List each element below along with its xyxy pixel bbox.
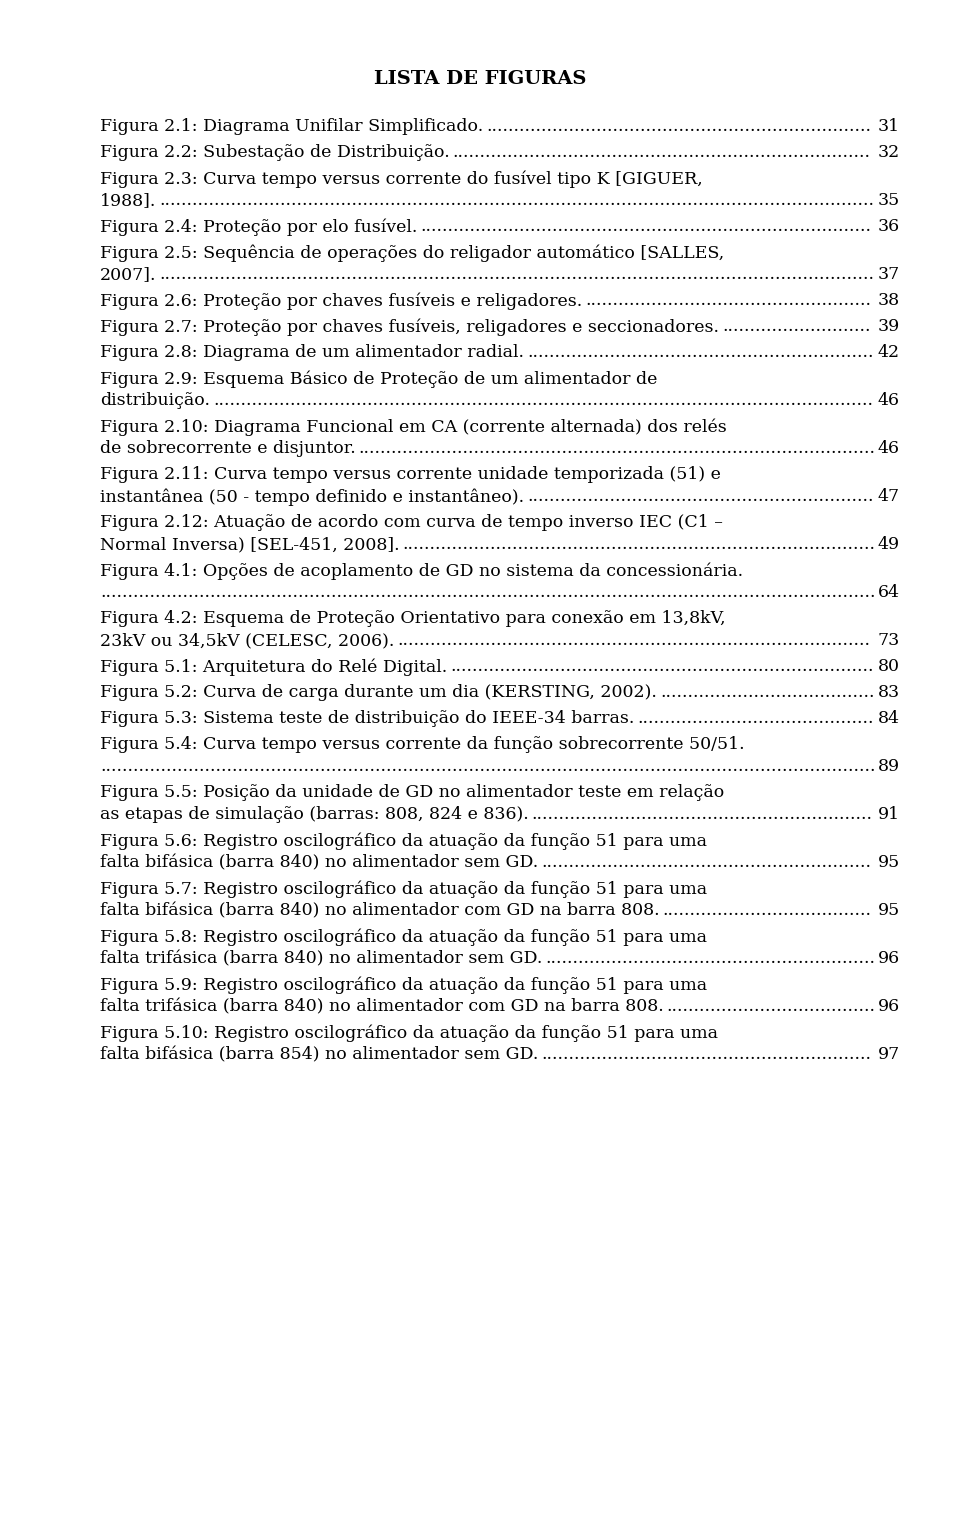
Text: ...........................................: ........................................… bbox=[637, 711, 874, 728]
Text: Figura 5.10: Registro oscilográfico da atuação da função 51 para uma: Figura 5.10: Registro oscilográfico da a… bbox=[100, 1025, 718, 1042]
Text: ......................................................................: ........................................… bbox=[487, 118, 872, 135]
Text: Figura 2.3: Curva tempo versus corrente do fusível tipo K [GIGUER,: Figura 2.3: Curva tempo versus corrente … bbox=[100, 170, 703, 188]
Text: Figura 2.12: Atuação de acordo com curva de tempo inverso IEC (C1 –: Figura 2.12: Atuação de acordo com curva… bbox=[100, 515, 723, 532]
Text: falta trifásica (barra 840) no alimentador sem GD.: falta trifásica (barra 840) no alimentad… bbox=[100, 950, 542, 967]
Text: Figura 5.8: Registro oscilográfico da atuação da função 51 para uma: Figura 5.8: Registro oscilográfico da at… bbox=[100, 928, 707, 945]
Text: 1988].: 1988]. bbox=[100, 193, 156, 210]
Text: ...............................................................: ........................................… bbox=[527, 345, 874, 362]
Text: Figura 5.7: Registro oscilográfico da atuação da função 51 para uma: Figura 5.7: Registro oscilográfico da at… bbox=[100, 881, 708, 898]
Text: distribuição.: distribuição. bbox=[100, 392, 210, 409]
Text: ......................................: ...................................... bbox=[662, 902, 872, 919]
Text: ............................................................: ........................................… bbox=[545, 950, 876, 967]
Text: ....................................................: ........................................… bbox=[586, 293, 872, 309]
Text: 97: 97 bbox=[877, 1046, 900, 1063]
Text: Figura 2.1: Diagrama Unifilar Simplificado.: Figura 2.1: Diagrama Unifilar Simplifica… bbox=[100, 118, 483, 135]
Text: ............................................................: ........................................… bbox=[541, 1046, 872, 1063]
Text: Figura 2.2: Subestação de Distribuição.: Figura 2.2: Subestação de Distribuição. bbox=[100, 144, 449, 161]
Text: falta bifásica (barra 840) no alimentador sem GD.: falta bifásica (barra 840) no alimentado… bbox=[100, 855, 539, 872]
Text: ......................................: ...................................... bbox=[667, 999, 876, 1016]
Text: 89: 89 bbox=[877, 758, 900, 775]
Text: falta trifásica (barra 840) no alimentador com GD na barra 808.: falta trifásica (barra 840) no alimentad… bbox=[100, 999, 663, 1016]
Text: ............................................................................: ........................................… bbox=[453, 144, 871, 161]
Text: Figura 4.1: Opções de acoplamento de GD no sistema da concessionária.: Figura 4.1: Opções de acoplamento de GD … bbox=[100, 562, 743, 581]
Text: as etapas de simulação (barras: 808, 824 e 836).: as etapas de simulação (barras: 808, 824… bbox=[100, 806, 529, 823]
Text: 47: 47 bbox=[877, 489, 900, 506]
Text: LISTA DE FIGURAS: LISTA DE FIGURAS bbox=[373, 70, 587, 87]
Text: Figura 2.10: Diagrama Funcional em CA (corrente alternada) dos relés: Figura 2.10: Diagrama Funcional em CA (c… bbox=[100, 418, 727, 437]
Text: ...........................: ........................... bbox=[722, 319, 871, 336]
Text: ............................................................: ........................................… bbox=[541, 855, 872, 872]
Text: instantânea (50 - tempo definido e instantâneo).: instantânea (50 - tempo definido e insta… bbox=[100, 489, 524, 506]
Text: Normal Inversa) [SEL-451, 2008].: Normal Inversa) [SEL-451, 2008]. bbox=[100, 536, 399, 553]
Text: 36: 36 bbox=[877, 219, 900, 236]
Text: 95: 95 bbox=[877, 902, 900, 919]
Text: ................................................................................: ........................................… bbox=[397, 633, 871, 650]
Text: 84: 84 bbox=[878, 711, 900, 728]
Text: .............................................................................: ........................................… bbox=[450, 659, 874, 676]
Text: 49: 49 bbox=[877, 536, 900, 553]
Text: ................................................................................: ........................................… bbox=[213, 392, 873, 409]
Text: 38: 38 bbox=[877, 293, 900, 309]
Text: 96: 96 bbox=[877, 999, 900, 1016]
Text: Figura 2.9: Esquema Básico de Proteção de um alimentador de: Figura 2.9: Esquema Básico de Proteção d… bbox=[100, 371, 658, 388]
Text: Figura 5.5: Posição da unidade de GD no alimentador teste em relação: Figura 5.5: Posição da unidade de GD no … bbox=[100, 784, 724, 801]
Text: Figura 5.4: Curva tempo versus corrente da função sobrecorrente 50/51.: Figura 5.4: Curva tempo versus corrente … bbox=[100, 737, 745, 754]
Text: Figura 5.1: Arquitetura do Relé Digital.: Figura 5.1: Arquitetura do Relé Digital. bbox=[100, 659, 447, 676]
Text: ..............................................................: ........................................… bbox=[532, 806, 873, 823]
Text: Figura 2.5: Sequência de operações do religador automático [SALLES,: Figura 2.5: Sequência de operações do re… bbox=[100, 245, 724, 262]
Text: ................................................................................: ........................................… bbox=[359, 440, 876, 458]
Text: falta bifásica (barra 854) no alimentador sem GD.: falta bifásica (barra 854) no alimentado… bbox=[100, 1046, 539, 1063]
Text: Figura 5.9: Registro oscilográfico da atuação da função 51 para uma: Figura 5.9: Registro oscilográfico da at… bbox=[100, 976, 708, 994]
Text: 39: 39 bbox=[877, 319, 900, 336]
Text: 32: 32 bbox=[877, 144, 900, 161]
Text: Figura 2.4: Proteção por elo fusível.: Figura 2.4: Proteção por elo fusível. bbox=[100, 219, 418, 236]
Text: Figura 2.7: Proteção por chaves fusíveis, religadores e seccionadores.: Figura 2.7: Proteção por chaves fusíveis… bbox=[100, 319, 719, 336]
Text: 80: 80 bbox=[878, 659, 900, 676]
Text: ................................................................................: ........................................… bbox=[402, 536, 876, 553]
Text: 42: 42 bbox=[877, 345, 900, 362]
Text: 23kV ou 34,5kV (CELESC, 2006).: 23kV ou 34,5kV (CELESC, 2006). bbox=[100, 633, 395, 650]
Text: de sobrecorrente e disjuntor.: de sobrecorrente e disjuntor. bbox=[100, 440, 356, 458]
Text: 35: 35 bbox=[877, 193, 900, 210]
Text: 95: 95 bbox=[877, 855, 900, 872]
Text: 91: 91 bbox=[877, 806, 900, 823]
Text: 2007].: 2007]. bbox=[100, 267, 156, 283]
Text: 31: 31 bbox=[877, 118, 900, 135]
Text: falta bifásica (barra 840) no alimentador com GD na barra 808.: falta bifásica (barra 840) no alimentado… bbox=[100, 902, 660, 919]
Text: Figura 2.11: Curva tempo versus corrente unidade temporizada (51) e: Figura 2.11: Curva tempo versus corrente… bbox=[100, 466, 721, 484]
Text: 73: 73 bbox=[877, 633, 900, 650]
Text: ................................................................................: ........................................… bbox=[159, 267, 875, 283]
Text: Figura 5.2: Curva de carga durante um dia (KERSTING, 2002).: Figura 5.2: Curva de carga durante um di… bbox=[100, 685, 657, 702]
Text: ................................................................................: ........................................… bbox=[100, 584, 876, 602]
Text: Figura 4.2: Esquema de Proteção Orientativo para conexão em 13,8kV,: Figura 4.2: Esquema de Proteção Orientat… bbox=[100, 610, 726, 628]
Text: ................................................................................: ........................................… bbox=[159, 193, 875, 210]
Text: ...............................................................: ........................................… bbox=[527, 489, 874, 506]
Text: 96: 96 bbox=[877, 950, 900, 967]
Text: ................................................................................: ........................................… bbox=[420, 219, 872, 236]
Text: 37: 37 bbox=[877, 267, 900, 283]
Text: Figura 5.3: Sistema teste de distribuição do IEEE-34 barras.: Figura 5.3: Sistema teste de distribuiçã… bbox=[100, 711, 635, 728]
Text: Figura 2.6: Proteção por chaves fusíveis e religadores.: Figura 2.6: Proteção por chaves fusíveis… bbox=[100, 293, 583, 309]
Text: Figura 5.6: Registro oscilográfico da atuação da função 51 para uma: Figura 5.6: Registro oscilográfico da at… bbox=[100, 832, 707, 850]
Text: 83: 83 bbox=[877, 685, 900, 702]
Text: 64: 64 bbox=[878, 584, 900, 602]
Text: ................................................................................: ........................................… bbox=[100, 758, 876, 775]
Text: 46: 46 bbox=[878, 392, 900, 409]
Text: Figura 2.8: Diagrama de um alimentador radial.: Figura 2.8: Diagrama de um alimentador r… bbox=[100, 345, 524, 362]
Text: .......................................: ....................................... bbox=[660, 685, 875, 702]
Text: 46: 46 bbox=[878, 440, 900, 458]
